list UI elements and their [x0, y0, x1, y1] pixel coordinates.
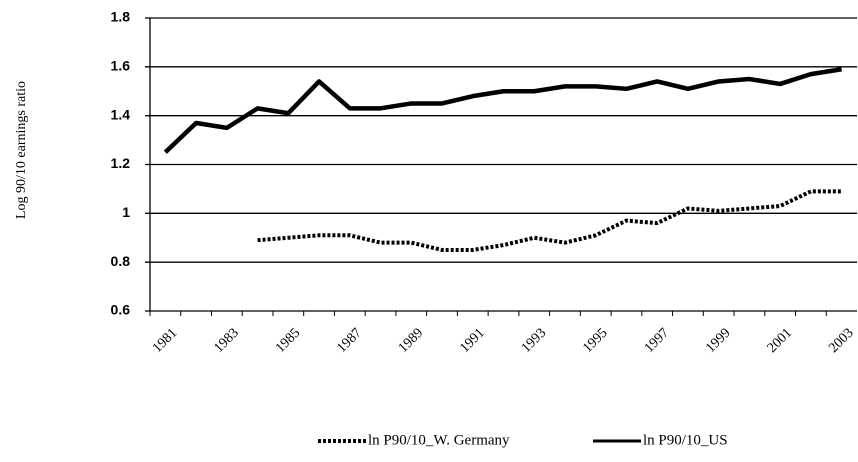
- x-tick-label: 1989: [396, 326, 426, 356]
- y-tick-label: 1.4: [111, 106, 131, 122]
- x-tick-label: 2003: [826, 326, 856, 356]
- x-tick-label: 1987: [334, 326, 364, 356]
- x-tick-label: 1981: [150, 326, 180, 356]
- y-axis-label: Log 90/10 earnings ratio: [14, 81, 29, 219]
- y-tick-label: 1.2: [111, 155, 131, 171]
- x-tick-label: 1997: [642, 326, 672, 356]
- series-line: [163, 67, 842, 154]
- x-tick-label: 1991: [457, 326, 487, 356]
- legend-label: ln P90/10_W. Germany: [368, 432, 510, 448]
- y-tick-label: 0.8: [111, 253, 131, 269]
- y-tick-label: 1: [122, 204, 130, 220]
- series-line: [257, 189, 842, 252]
- legend-label: ln P90/10_US: [643, 432, 728, 448]
- x-tick-label: 1993: [519, 326, 549, 356]
- x-tick-label: 2001: [765, 326, 795, 356]
- y-tick-label: 1.6: [111, 58, 131, 74]
- x-tick-label: 1983: [211, 326, 241, 356]
- x-tick-label: 1999: [703, 326, 733, 356]
- x-tick-label: 1985: [273, 326, 303, 356]
- y-tick-label: 0.6: [111, 302, 131, 318]
- x-tick-label: 1995: [580, 326, 610, 356]
- y-tick-label: 1.8: [111, 9, 131, 25]
